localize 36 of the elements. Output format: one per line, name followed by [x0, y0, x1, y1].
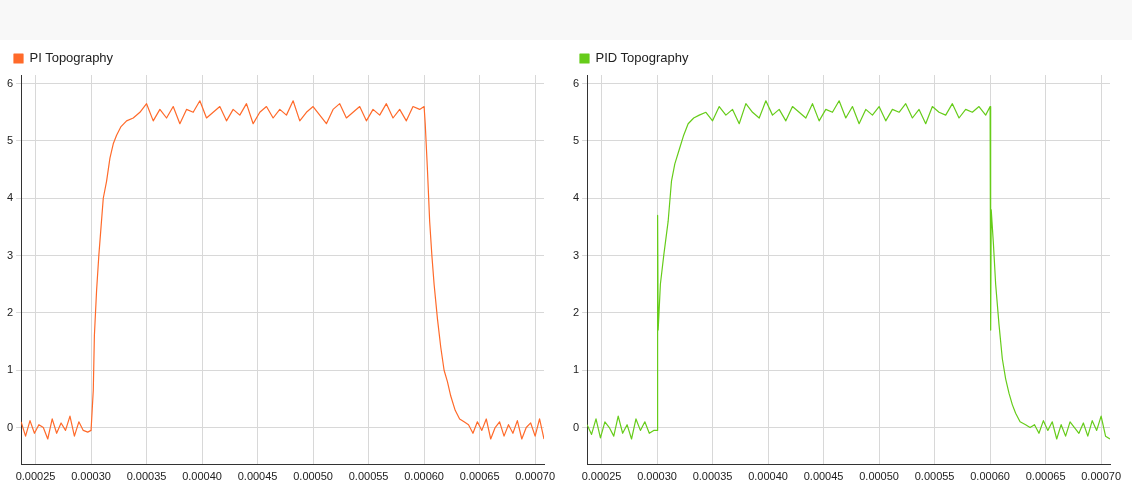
y-tick-label: 6 [572, 76, 580, 89]
y-tick-label: 1 [6, 363, 14, 376]
x-tick-label: 0.00050 [293, 470, 333, 483]
x-tick-label: 0.00060 [970, 470, 1010, 483]
x-tick-label: 0.00065 [1025, 470, 1066, 483]
y-tick-label: 6 [6, 76, 14, 89]
x-tick-label: 0.00025 [581, 470, 622, 483]
y-tick-label: 5 [6, 133, 14, 146]
y-tick-label: 0 [572, 420, 580, 433]
y-tick-label: 5 [572, 133, 580, 146]
x-tick-label: 0.00065 [459, 470, 500, 483]
y-tick-label: 4 [572, 191, 580, 204]
x-tick-label: 0.00055 [348, 470, 389, 483]
legend-label: PID Topography [595, 50, 689, 66]
x-tick-label: 0.00035 [126, 470, 167, 483]
x-tick-label: 0.00050 [859, 470, 899, 483]
y-tick-label: 1 [572, 363, 580, 376]
x-tick-label: 0.00060 [404, 470, 444, 483]
legend-label: PI Topography [29, 50, 114, 66]
x-tick-label: 0.00030 [71, 470, 111, 483]
x-tick-label: 0.00070 [515, 470, 555, 483]
y-tick-label: 3 [572, 248, 580, 261]
x-tick-label: 0.00055 [914, 470, 955, 483]
x-tick-label: 0.00045 [237, 470, 278, 483]
y-tick-label: 2 [6, 305, 14, 318]
x-tick-label: 0.00040 [182, 470, 222, 483]
x-tick-label: 0.00040 [748, 470, 788, 483]
y-tick-label: 3 [6, 248, 14, 261]
x-tick-label: 0.00025 [15, 470, 56, 483]
x-tick-label: 0.00045 [803, 470, 844, 483]
y-tick-label: 2 [572, 305, 580, 318]
x-tick-label: 0.00030 [637, 470, 677, 483]
x-tick-label: 0.00070 [1081, 470, 1121, 483]
y-tick-label: 4 [6, 191, 14, 204]
x-tick-label: 0.00035 [692, 470, 733, 483]
y-tick-label: 0 [6, 420, 14, 433]
